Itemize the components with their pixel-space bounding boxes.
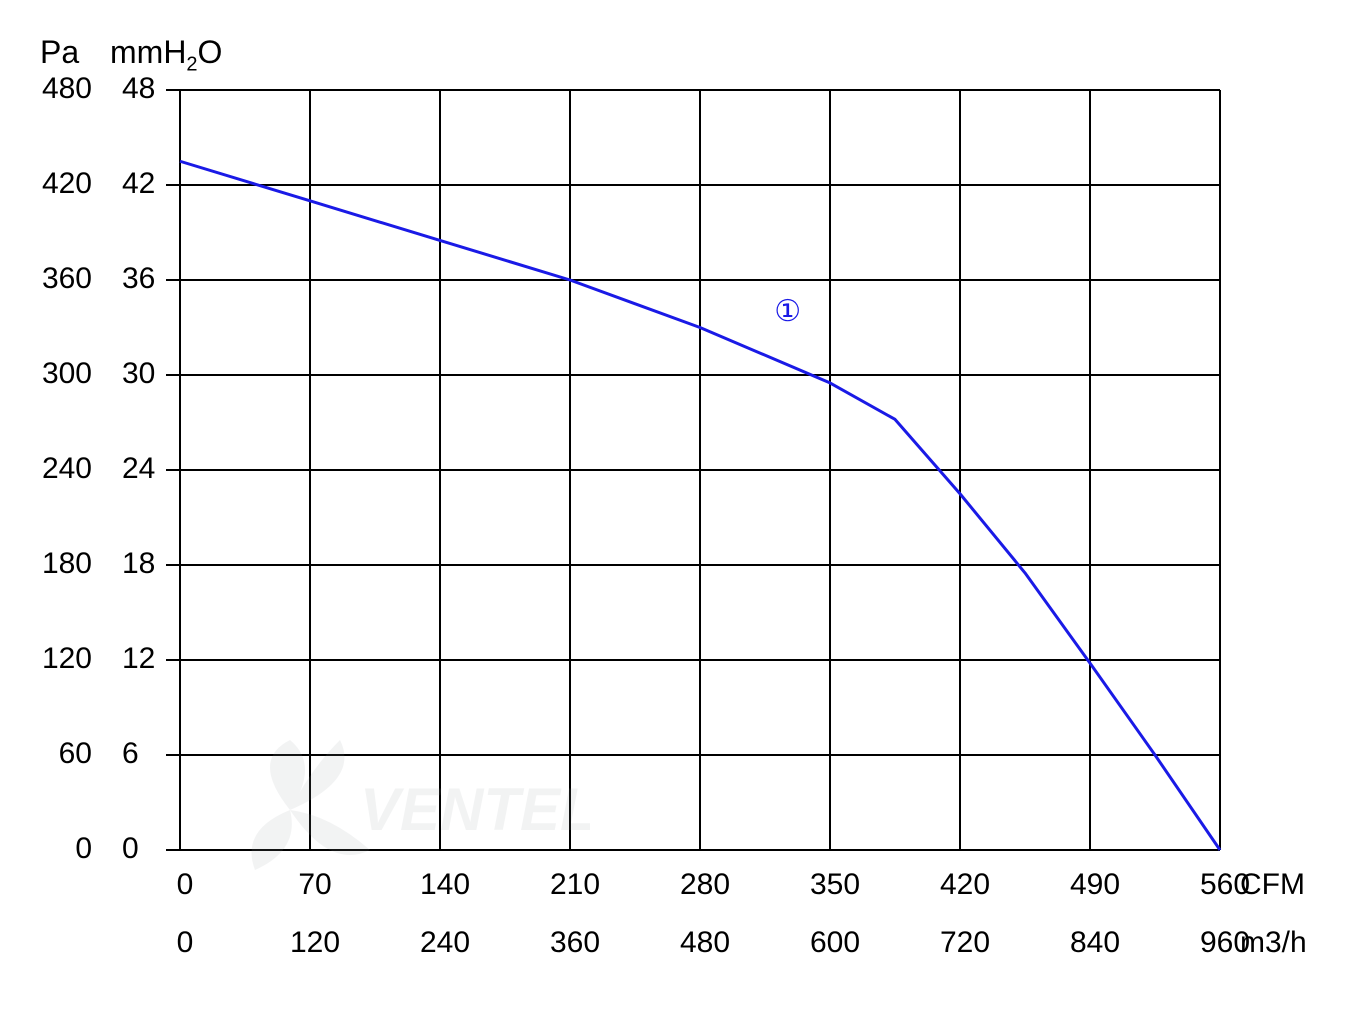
x-tick-cfm: 560: [1190, 868, 1260, 902]
x-tick-cfm: 70: [280, 868, 350, 902]
y-tick-mmh2o: 0: [122, 832, 139, 866]
x-tick-m3h: 480: [670, 926, 740, 960]
x-tick-cfm: 210: [540, 868, 610, 902]
x-tick-m3h: 240: [410, 926, 480, 960]
x-tick-m3h: 360: [540, 926, 610, 960]
y-tick-pa: 420: [12, 167, 92, 201]
y-tick-mmh2o: 6: [122, 737, 139, 771]
x-tick-m3h: 840: [1060, 926, 1130, 960]
x-tick-cfm: 0: [150, 868, 220, 902]
x-tick-m3h: 120: [280, 926, 350, 960]
y-tick-pa: 360: [12, 262, 92, 296]
y-tick-pa: 60: [12, 737, 92, 771]
x-tick-cfm: 490: [1060, 868, 1130, 902]
x-tick-cfm: 140: [410, 868, 480, 902]
x-tick-cfm: 350: [800, 868, 870, 902]
y-tick-mmh2o: 18: [122, 547, 155, 581]
y-tick-mmh2o: 48: [122, 72, 155, 106]
x-tick-m3h: 720: [930, 926, 1000, 960]
y-axis-mmh2o-title: mmH2O: [110, 34, 222, 76]
y-tick-pa: 300: [12, 357, 92, 391]
y-tick-mmh2o: 30: [122, 357, 155, 391]
y-tick-pa: 180: [12, 547, 92, 581]
fan-curve-chart: Pa mmH2O CFM m3/h 0601201802403003604204…: [0, 0, 1348, 1021]
curve-label: ①: [774, 294, 801, 329]
x-tick-m3h: 0: [150, 926, 220, 960]
y-tick-mmh2o: 36: [122, 262, 155, 296]
y-tick-mmh2o: 24: [122, 452, 155, 486]
x-tick-cfm: 280: [670, 868, 740, 902]
y-tick-mmh2o: 12: [122, 642, 155, 676]
y-tick-pa: 480: [12, 72, 92, 106]
y-axis-pa-title: Pa: [40, 34, 79, 71]
y-tick-mmh2o: 42: [122, 167, 155, 201]
y-tick-pa: 240: [12, 452, 92, 486]
y-tick-pa: 120: [12, 642, 92, 676]
x-tick-cfm: 420: [930, 868, 1000, 902]
x-tick-m3h: 600: [800, 926, 870, 960]
y-tick-pa: 0: [12, 832, 92, 866]
x-tick-m3h: 960: [1190, 926, 1260, 960]
